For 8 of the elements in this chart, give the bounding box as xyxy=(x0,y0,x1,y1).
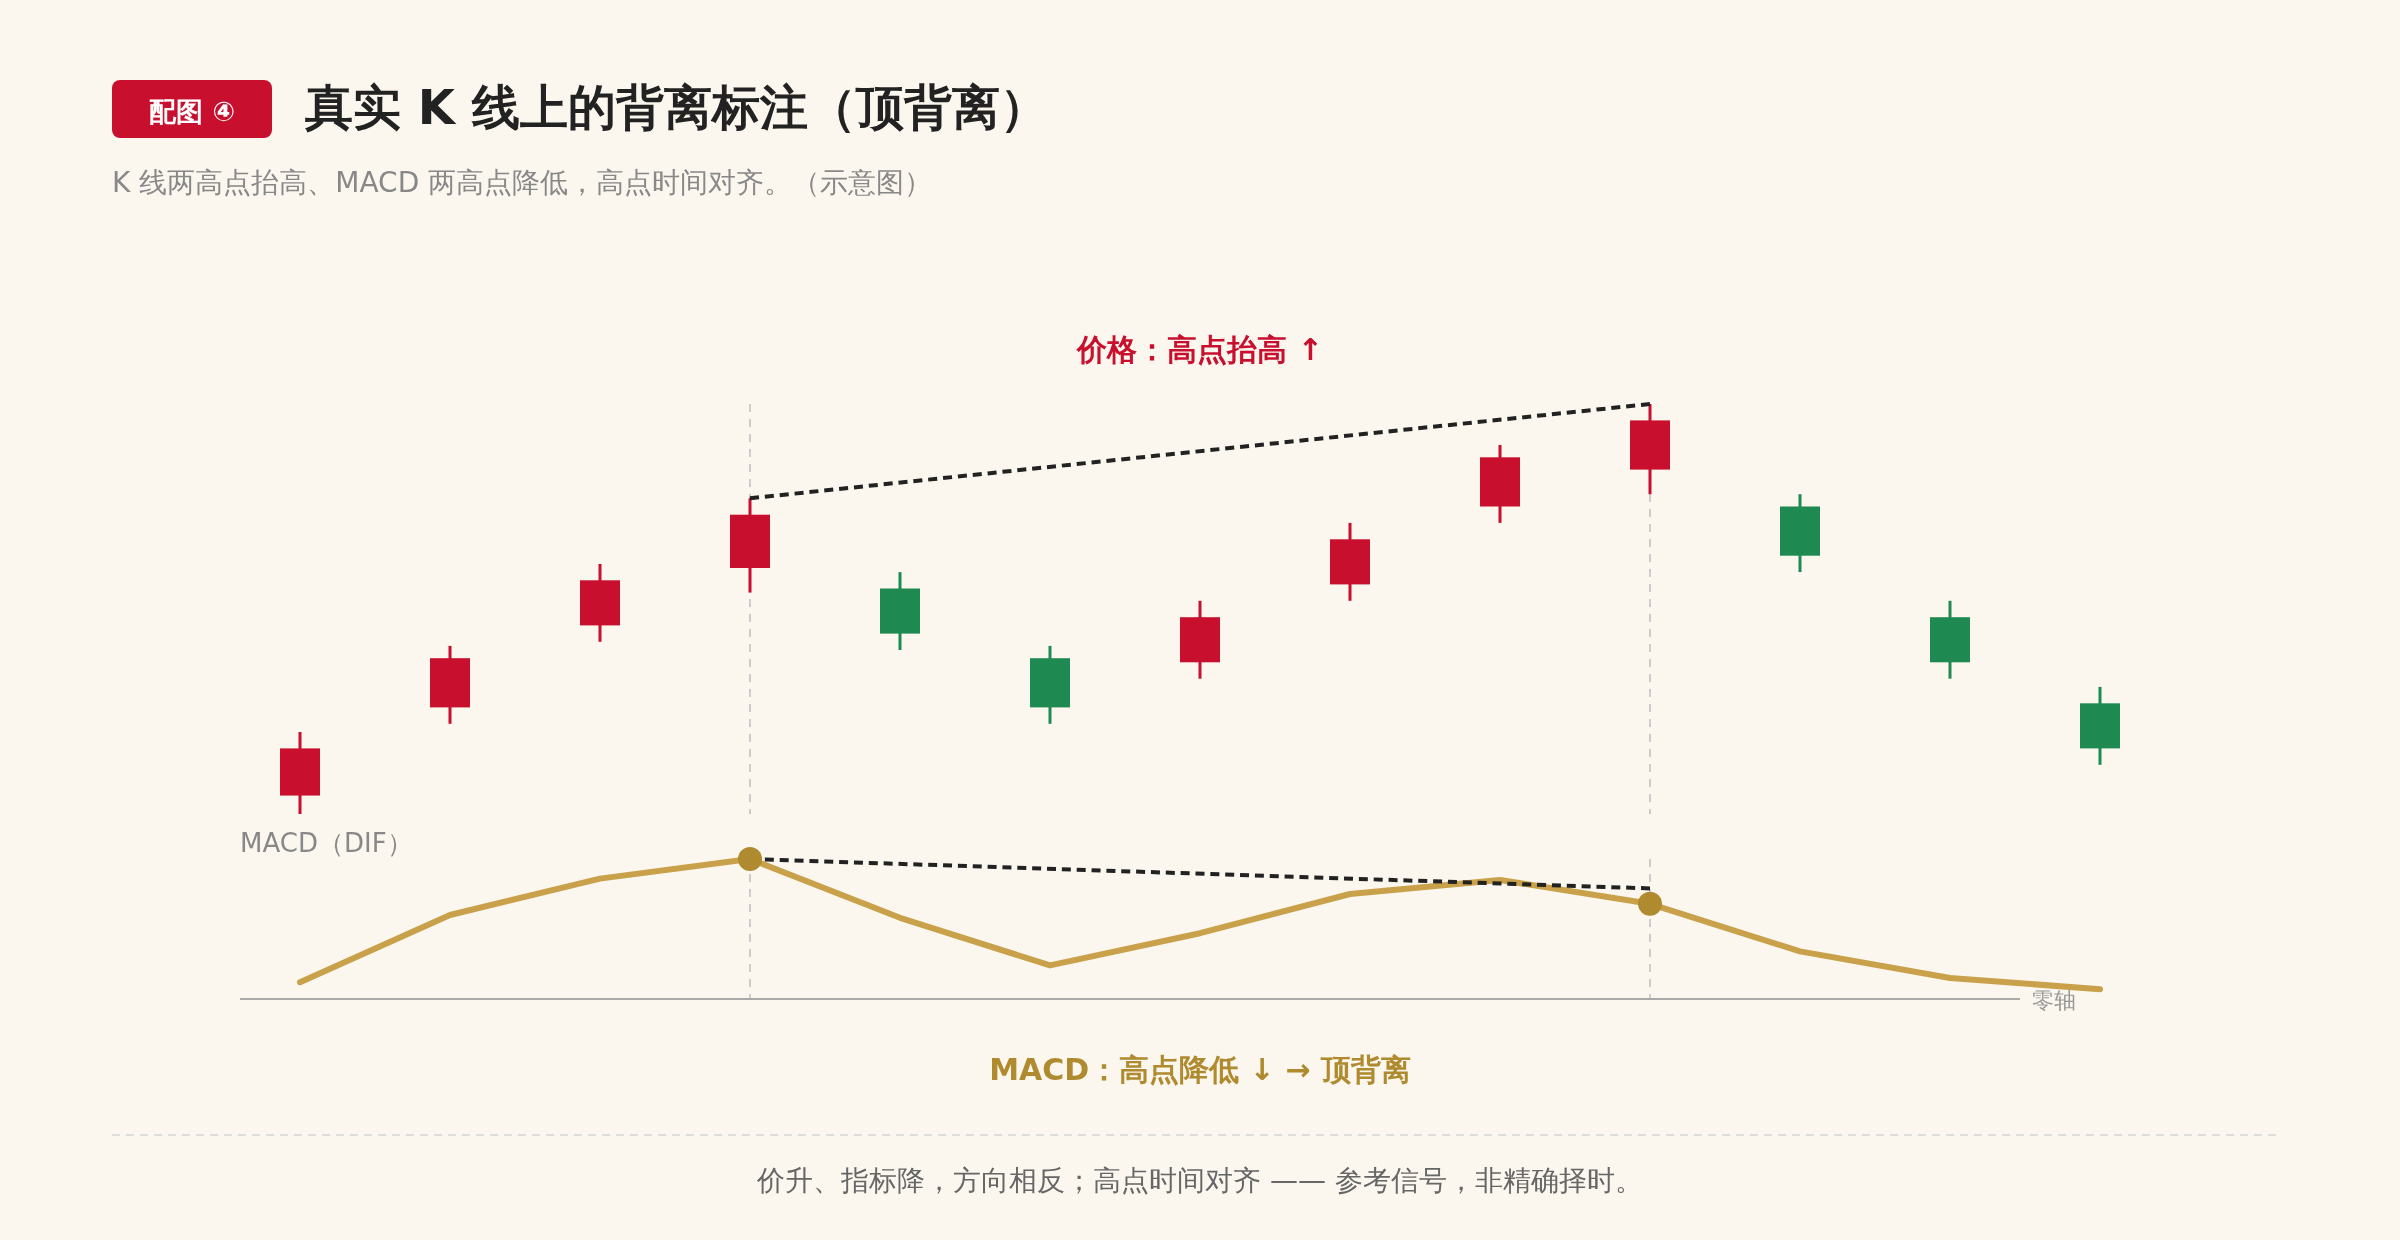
text: 配图 ④ xyxy=(148,96,236,127)
text: 价格：高点抬高 ↑ xyxy=(1075,332,1323,367)
text: MACD：高点降低 ↓ → 顶背离 xyxy=(989,1052,1411,1087)
chart-title: 真实 K 线上的背离标注（顶背离） xyxy=(304,79,1048,135)
chart-subtitle: K 线两高点抬高、MACD 两高点降低，高点时间对齐。（示意图） xyxy=(112,166,933,199)
annotation: 零轴 xyxy=(2032,988,2076,1013)
text: MACD（DIF） xyxy=(240,828,413,858)
text: 价升、指标降，方向相反；高点时间对齐 —— 参考信号，非精确择时。 xyxy=(756,1164,1643,1197)
